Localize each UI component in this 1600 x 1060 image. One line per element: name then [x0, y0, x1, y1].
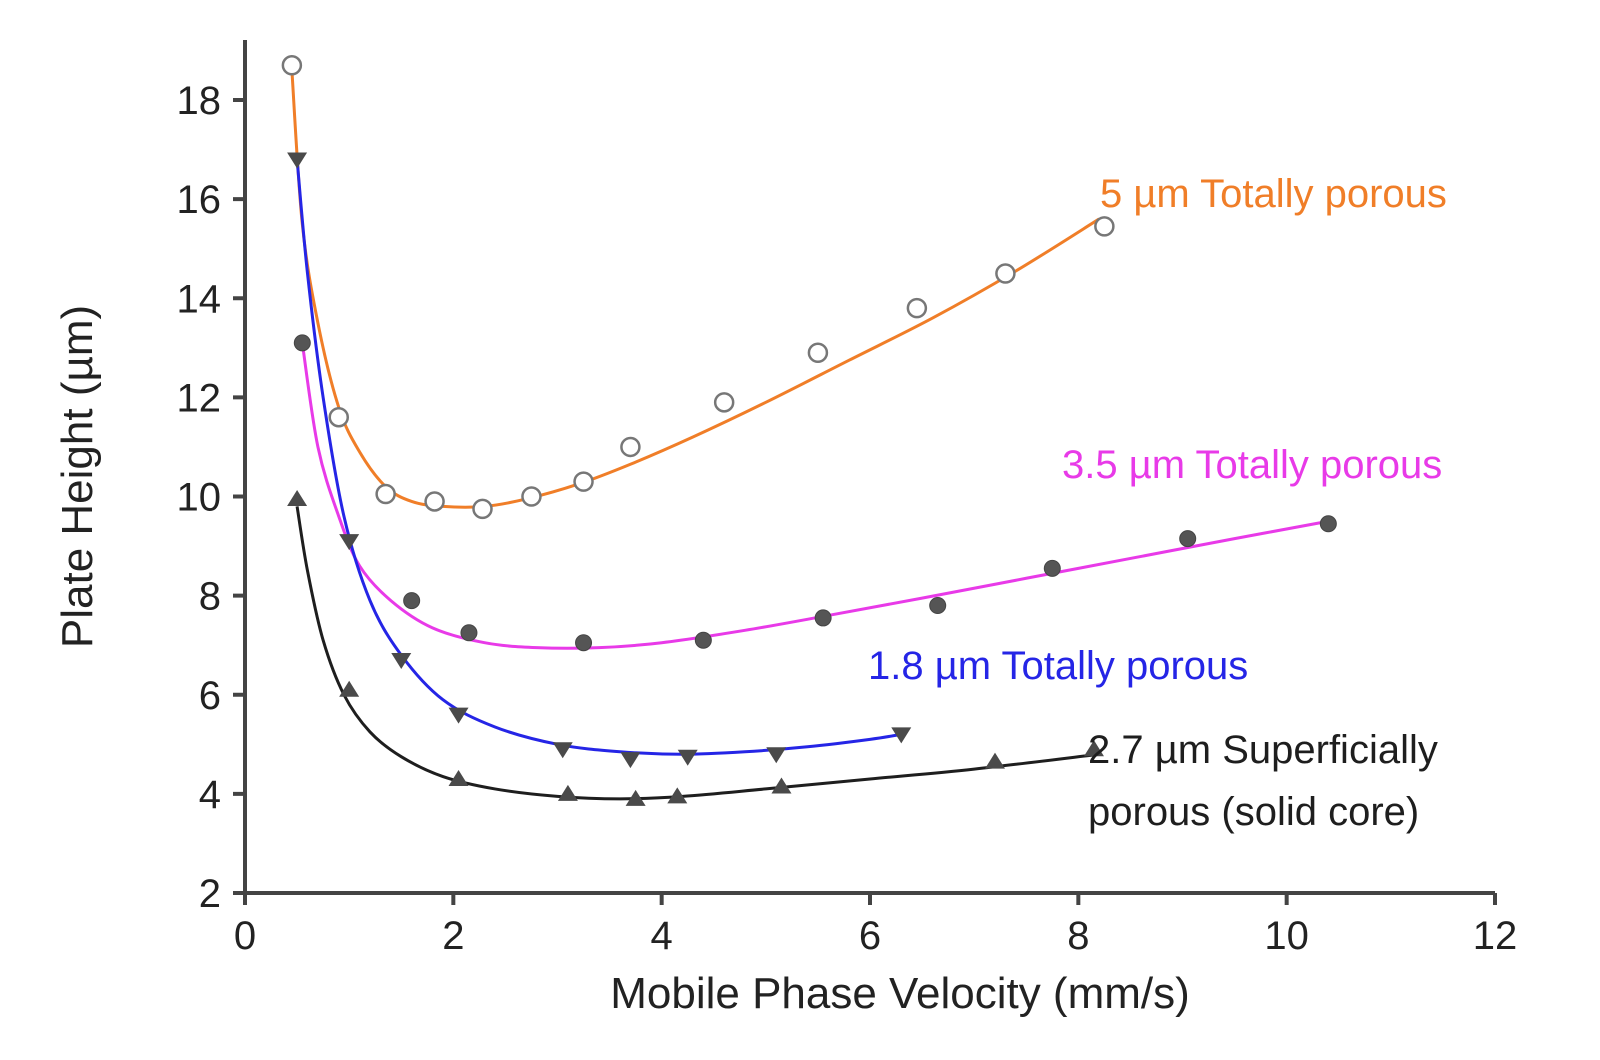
data-point-1-8um [448, 707, 469, 724]
series-label-1-8um: 1.8 µm Totally porous [868, 644, 1248, 688]
data-point-3-5um [1043, 559, 1061, 577]
data-point-1-8um [766, 747, 787, 764]
data-point-1-8um [339, 534, 360, 551]
y-axis-title: Plate Height (µm) [53, 305, 102, 648]
data-point-3-5um [694, 631, 712, 649]
y-axis-ticks: 2 4 6 8 10 12 14 16 18 [177, 79, 245, 916]
y-tick-label: 6 [199, 674, 221, 718]
data-point-1-8um [287, 152, 308, 169]
fit-curve-3-5um [300, 342, 1329, 650]
x-tick-label: 2 [442, 914, 464, 958]
y-tick-label: 14 [177, 277, 222, 321]
data-point-5um [472, 498, 493, 520]
data-point-1-8um [891, 727, 912, 744]
data-point-5um [713, 392, 735, 413]
data-point-5um [328, 406, 349, 428]
data-point-2-7um [667, 787, 688, 804]
data-point-2-7um [287, 489, 308, 506]
series-labels: 5 µm Totally porous 3.5 µm Totally porous… [868, 172, 1447, 834]
data-point-1-8um [620, 752, 641, 769]
data-point-5um [1094, 216, 1115, 237]
data-point-1-8um [677, 749, 698, 766]
data-point-2-7um [985, 752, 1005, 769]
data-point-5um [573, 471, 594, 492]
x-tick-label: 4 [651, 914, 673, 958]
fit-curve-2-7um [295, 506, 1100, 801]
data-point-5um [281, 55, 303, 76]
x-axis-ticks: 0 2 4 6 8 10 12 [234, 893, 1517, 958]
data-point-2-7um [625, 789, 646, 806]
data-point-5um [906, 297, 928, 319]
x-tick-label: 10 [1264, 914, 1309, 958]
series-label-line: porous (solid core) [1088, 790, 1419, 834]
y-tick-label: 2 [199, 872, 221, 916]
series-markers [281, 55, 1337, 806]
y-tick-label: 4 [199, 773, 221, 817]
data-point-3-5um [403, 592, 421, 610]
data-point-3-5um [575, 634, 593, 652]
data-point-2-7um [1083, 740, 1104, 757]
data-point-3-5um [929, 597, 947, 615]
data-point-2-7um [339, 680, 360, 697]
x-axis-title: Mobile Phase Velocity (mm/s) [610, 969, 1190, 1018]
y-tick-label: 18 [177, 79, 222, 123]
data-point-5um [807, 342, 829, 364]
series-label-3-5um: 3.5 µm Totally porous [1062, 443, 1442, 487]
series-label-5um: 5 µm Totally porous [1100, 172, 1447, 216]
data-point-1-8um [391, 653, 412, 670]
data-point-2-7um [557, 784, 578, 801]
series-label-2-7um: 2.7 µm Superficially porous (solid core) [1088, 728, 1438, 834]
data-point-3-5um [293, 334, 311, 352]
x-tick-label: 0 [234, 914, 256, 958]
y-tick-label: 8 [199, 575, 221, 619]
data-point-2-7um [448, 770, 469, 787]
data-point-3-5um [814, 609, 832, 627]
data-point-3-5um [460, 624, 478, 642]
data-point-1-8um [552, 742, 573, 759]
x-tick-label: 8 [1067, 914, 1089, 958]
data-point-5um [995, 263, 1016, 284]
data-point-2-7um [771, 777, 792, 794]
data-point-5um [620, 436, 641, 458]
series-label-line: 2.7 µm Superficially [1088, 728, 1438, 772]
data-point-3-5um [1179, 530, 1197, 548]
x-tick-label: 12 [1473, 914, 1518, 958]
series-label-line: 5 µm Totally porous [1100, 172, 1447, 216]
y-tick-label: 16 [177, 178, 222, 222]
series-label-line: 3.5 µm Totally porous [1062, 443, 1442, 487]
y-tick-label: 12 [177, 376, 222, 420]
series-label-line: 1.8 µm Totally porous [868, 644, 1248, 688]
data-point-5um [424, 491, 445, 512]
data-point-3-5um [1319, 515, 1337, 533]
data-point-5um [521, 486, 542, 507]
fit-curve-1-8um [295, 159, 902, 756]
data-point-5um [375, 483, 396, 505]
y-tick-label: 10 [177, 476, 222, 520]
fit-curve-5um [290, 70, 1100, 509]
x-tick-label: 6 [859, 914, 881, 958]
